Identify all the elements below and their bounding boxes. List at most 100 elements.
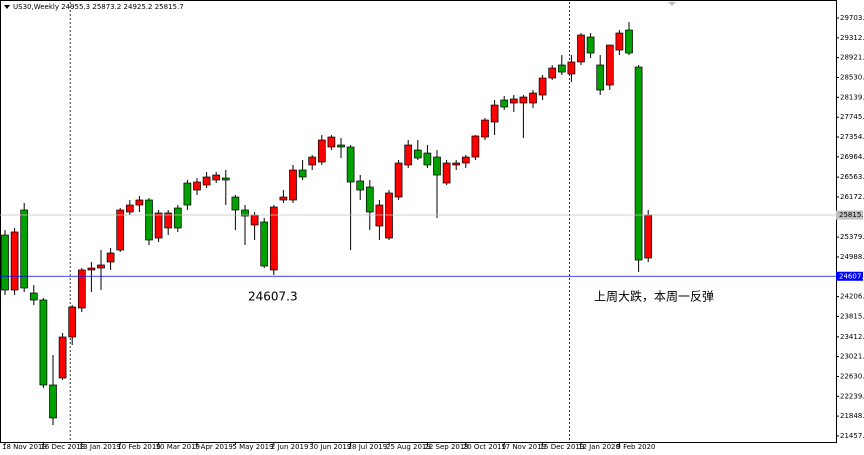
candle-body	[529, 92, 537, 104]
candle-body	[452, 162, 461, 166]
y-tick-label: 21848.0	[840, 412, 864, 420]
x-tick-label: 20 Oct 2019	[463, 443, 506, 451]
candle-body	[538, 77, 547, 96]
candle-body	[298, 169, 307, 178]
candle-body	[509, 98, 518, 104]
scroll-marker	[668, 2, 676, 6]
candle-body	[385, 192, 393, 239]
x-tick-label: 17 Nov 2019	[501, 443, 546, 451]
level-box	[836, 271, 863, 281]
candle-body	[586, 36, 595, 54]
x-tick-label: 13 Jan 2019	[79, 443, 121, 451]
candle-body	[317, 139, 326, 163]
candle-body	[577, 34, 585, 63]
candle-body	[644, 214, 653, 259]
candle-body	[68, 306, 77, 338]
price-box	[836, 210, 863, 220]
candle-body	[221, 177, 230, 181]
candle-body	[375, 204, 384, 227]
y-tick-label: 26172.0	[840, 193, 864, 201]
y-tick-label: 27745.0	[840, 113, 864, 121]
candle-body	[77, 269, 86, 309]
candle-body	[605, 44, 614, 86]
candle-body	[241, 209, 249, 217]
candle-body	[97, 264, 105, 269]
candle-body	[116, 209, 125, 251]
candle-body	[519, 96, 528, 104]
x-tick-label: 16 Dec 2018	[40, 443, 85, 451]
candle-body	[423, 152, 432, 166]
candle-body	[337, 144, 345, 148]
x-tick-label: 5 May 2019	[232, 443, 273, 451]
y-tick-label: 22239.0	[840, 392, 864, 400]
level-label: 24607.3	[248, 290, 298, 304]
annotation: 上周大跌，本周一反弹	[594, 289, 714, 304]
y-tick-label: 29703.0	[840, 14, 864, 22]
y-tick-label: 23815.0	[840, 312, 864, 320]
y-tick-label: 28139.0	[840, 93, 864, 101]
candle-body	[58, 336, 67, 379]
candle-body	[567, 61, 576, 75]
candle-body	[49, 384, 57, 419]
x-tick-label: 18 Nov 2018	[2, 443, 47, 451]
x-tick-label: 30 Jun 2019	[309, 443, 351, 451]
candle-body	[365, 186, 374, 213]
candle-body	[250, 214, 259, 226]
y-tick-label: 28921.0	[840, 54, 864, 62]
candle-body	[625, 29, 633, 54]
candle-body	[135, 199, 144, 206]
y-tick-label: 23021.0	[840, 353, 864, 361]
y-tick-label: 29312.0	[840, 34, 864, 42]
candle-body	[260, 221, 269, 267]
candle-body	[279, 196, 288, 201]
candle-body	[183, 182, 192, 206]
candle-body	[596, 64, 605, 91]
candle-body	[202, 176, 211, 186]
candle-body	[212, 174, 221, 181]
candle-body	[145, 199, 153, 241]
candle-body	[433, 156, 441, 176]
x-tick-label: 7 Apr 2019	[194, 443, 233, 451]
candle-body	[20, 209, 29, 289]
candle-body	[461, 156, 470, 164]
y-tick-label: 25379.0	[840, 233, 864, 241]
candle-body	[615, 32, 624, 51]
x-tick-label: 10 Feb 2019	[117, 443, 161, 451]
y-tick-label: 21457.5	[840, 432, 864, 440]
candle-body	[87, 267, 96, 271]
x-tick-label: 9 Feb 2020	[616, 443, 655, 451]
candle-body	[346, 146, 355, 183]
candle-body	[231, 196, 240, 211]
y-tick-label: 27354.0	[840, 133, 864, 141]
x-tick-label: 28 Jul 2019	[348, 443, 388, 451]
candle-body	[490, 104, 499, 123]
candle-body	[481, 119, 489, 138]
chart-title: US30,Weekly 24955.3 25873.2 24925.2 2581…	[13, 3, 184, 11]
x-tick-label: 12 Jan 2020	[578, 443, 620, 451]
y-tick-label: 24206.0	[840, 293, 864, 301]
menu-icon	[4, 5, 10, 9]
candle-body	[442, 162, 451, 184]
candle-body	[173, 207, 182, 229]
candle-body	[394, 162, 403, 198]
x-tick-label: 25 Aug 2019	[386, 443, 431, 451]
y-tick-label: 26964.0	[840, 153, 864, 161]
y-tick-label: 28530.0	[840, 73, 864, 81]
y-tick-label: 26563.0	[840, 173, 864, 181]
x-tick-label: 22 Sep 2019	[424, 443, 468, 451]
candle-body	[1, 234, 9, 291]
candle-body	[39, 299, 48, 386]
x-tick-label: 10 Mar 2019	[156, 443, 200, 451]
candle-body	[29, 292, 38, 301]
candle-body	[269, 206, 278, 271]
candle-body	[471, 135, 480, 158]
candle-body	[634, 66, 643, 261]
candle-body	[413, 149, 422, 159]
plot-frame	[0, 0, 837, 443]
candle-body	[500, 99, 509, 108]
y-tick-label: 23412.0	[840, 333, 864, 341]
candle-body	[154, 212, 163, 239]
x-tick-label: 2 Jun 2019	[271, 443, 309, 451]
